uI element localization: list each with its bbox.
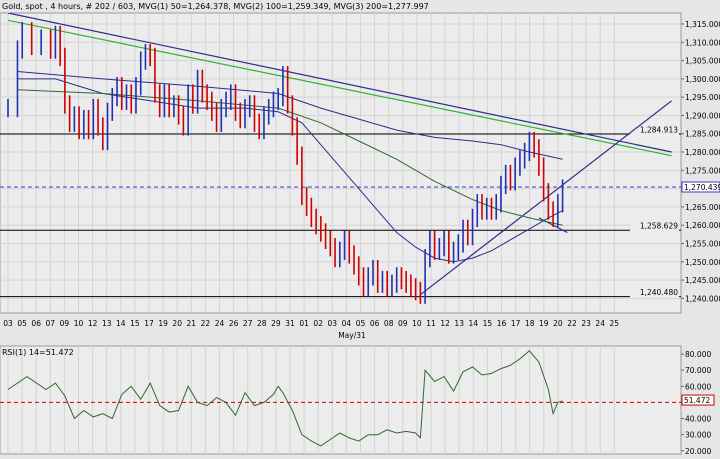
xtick-label: 09: [60, 319, 70, 328]
xtick-label: 05: [356, 319, 366, 328]
xtick-label: 25: [610, 319, 620, 328]
rsi-panel: [0, 345, 682, 455]
xtick-label: 04: [342, 319, 352, 328]
series: [7, 22, 564, 447]
xtick-label: 05: [17, 319, 27, 328]
price-ytick-label: 1,305.000: [685, 57, 720, 66]
xtick-label: 16: [497, 319, 507, 328]
xtick-label: 24: [595, 319, 605, 328]
overlays: 1,284.913 1,258.629 1,240.480: [0, 13, 681, 403]
level-label: 1,240.480: [640, 288, 678, 297]
xtick-label: 13: [454, 319, 464, 328]
price-ytick-label: 1,255.000: [685, 239, 720, 248]
xtick-sublabel: May/31: [338, 331, 366, 340]
xtick-label: 11: [426, 319, 436, 328]
chart-title: Gold, spot , 4 hours, # 202 / 603, MVG(1…: [2, 2, 429, 11]
level-label-bg: [630, 222, 679, 232]
xtick-label: 23: [581, 319, 591, 328]
xtick-label: 21: [187, 319, 197, 328]
level-label: 1,258.629: [640, 222, 678, 231]
price-ytick-label: 1,245.000: [685, 276, 720, 285]
level-label-bg: [630, 288, 679, 298]
rsi-line: [7, 350, 563, 447]
xtick-label: 29: [271, 319, 281, 328]
xtick-label: 12: [88, 319, 98, 328]
current-price-box: [681, 181, 720, 193]
price-ytick-label: 1,295.000: [685, 93, 720, 102]
xtick-label: 26: [229, 319, 239, 328]
xtick-label: 19: [158, 319, 168, 328]
level-label: 1,284.913: [640, 126, 678, 135]
xtick-label: 20: [553, 319, 563, 328]
xtick-label: 08: [384, 319, 394, 328]
moving-average-2: [17, 89, 563, 226]
xtick-label: 18: [525, 319, 535, 328]
xtick-label: 07: [46, 319, 56, 328]
axes: 1,240.000 1,245.000 1,250.000 1,255.000 1,26…: [3, 20, 720, 456]
price-ytick-label: 1,260.000: [685, 221, 720, 230]
xtick-label: 19: [539, 319, 549, 328]
rsi-ytick-label: 40.000: [685, 415, 711, 424]
price-ytick-label: 1,280.000: [685, 148, 720, 157]
price-ytick-label: 1,310.000: [685, 38, 720, 47]
price-ytick-label: 1,285.000: [685, 130, 720, 139]
trendline-up: [420, 100, 672, 296]
xtick-label: 01: [299, 319, 309, 328]
xtick-label: 15: [130, 319, 140, 328]
price-ytick-label: 1,275.000: [685, 166, 720, 175]
moving-average-3: [17, 71, 563, 160]
xtick-label: 28: [257, 319, 267, 328]
xtick-label: 31: [285, 319, 295, 328]
rsi-current-label: 51.472: [684, 396, 710, 405]
trendline-down-blue: [7, 13, 672, 153]
xtick-label: 03: [3, 319, 13, 328]
price-ytick-label: 1,290.000: [685, 111, 720, 120]
rsi-ytick-label: 80.000: [685, 350, 711, 359]
xtick-label: 15: [483, 319, 493, 328]
price-ytick-label: 1,250.000: [685, 258, 720, 267]
price-ytick-label: 1,300.000: [685, 75, 720, 84]
xtick-label: 06: [370, 319, 380, 328]
rsi-ytick-label: 30.000: [685, 431, 711, 440]
rsi-ytick-label: 20.000: [685, 447, 711, 456]
rsi-title: RSI(1) 14=51.472: [2, 348, 74, 357]
price-ytick-label: 1,265.000: [685, 203, 720, 212]
xtick-label: 27: [243, 319, 253, 328]
price-ytick-label: 1,240.000: [685, 294, 720, 303]
xtick-label: 14: [469, 319, 479, 328]
xtick-label: 20: [172, 319, 182, 328]
xtick-label: 03: [328, 319, 338, 328]
xtick-label: 14: [116, 319, 126, 328]
rsi-ytick-label: 70.000: [685, 366, 711, 375]
rsi-current-box: [681, 394, 715, 406]
price-panel: [0, 12, 682, 314]
xtick-label: 02: [313, 319, 323, 328]
price-ytick-label: 1,315.000: [685, 20, 720, 29]
xtick-label: 24: [215, 319, 225, 328]
xtick-label: 10: [412, 319, 422, 328]
xtick-label: 22: [201, 319, 211, 328]
trendlines: [7, 13, 672, 296]
xtick-label: 06: [31, 319, 41, 328]
xtick-label: 17: [144, 319, 154, 328]
price-bars: [7, 22, 564, 304]
xtick-label: 17: [511, 319, 521, 328]
level-label-bg: [630, 126, 679, 136]
xtick-label: 12: [440, 319, 450, 328]
trendline-down-green: [7, 19, 672, 157]
rsi-ytick-label: 60.000: [685, 382, 711, 391]
current-price-label: 1,270.439: [684, 183, 720, 192]
xtick-label: 13: [102, 319, 112, 328]
xtick-label: 22: [567, 319, 577, 328]
xtick-label: 10: [74, 319, 84, 328]
xtick-label: 09: [398, 319, 408, 328]
